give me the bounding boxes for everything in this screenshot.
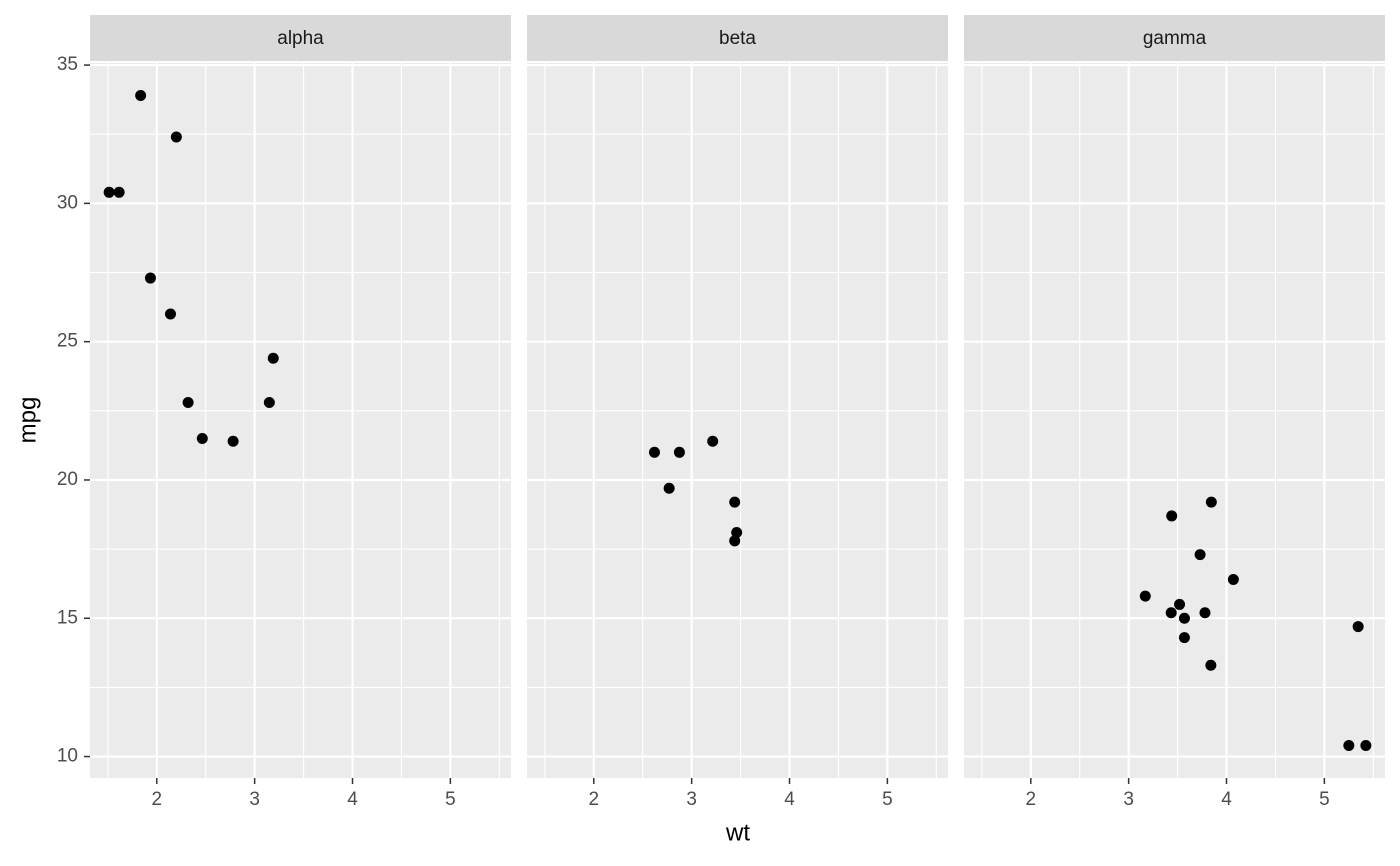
strip [964,15,1385,61]
point [164,308,176,320]
point [263,397,275,409]
point [1343,740,1355,751]
y-axis-title: mpg [14,397,41,444]
y-tick-label: 30 [57,192,78,213]
x-tick-label: 3 [249,789,260,810]
y-tick-label: 25 [57,331,78,352]
x-tick-label: 5 [445,789,456,810]
y-tick-label: 10 [57,746,78,767]
strip [90,15,511,61]
point [1194,549,1206,561]
x-tick-label: 4 [347,789,358,810]
point [729,535,741,547]
point [196,432,208,444]
x-tick-label: 5 [882,789,893,810]
strip-label: alpha [277,28,324,49]
point [1360,740,1372,751]
x-tick-label: 4 [784,789,795,810]
point [1178,632,1190,644]
x-tick-label: 2 [1026,789,1037,810]
point [1199,607,1211,619]
point [673,446,685,458]
panel-background [527,63,948,778]
point [1174,598,1186,610]
point [170,131,182,143]
strip [527,15,948,61]
point [267,352,279,364]
point [1205,659,1217,671]
point [144,272,156,284]
point [731,527,743,539]
x-tick-label: 4 [1221,789,1232,810]
x-tick-label: 3 [686,789,697,810]
point [135,90,147,101]
point [1166,510,1178,522]
strip-label: gamma [1143,28,1207,49]
x-tick-label: 3 [1123,789,1134,810]
panel-background [90,63,511,778]
point [1165,607,1177,619]
point [113,186,125,198]
point [729,496,741,508]
point [1227,574,1239,586]
panel-background [964,63,1385,778]
point [103,186,115,198]
y-tick-label: 35 [57,54,78,75]
point [1352,621,1364,633]
point [707,435,719,447]
y-tick-label: 15 [57,607,78,628]
x-tick-label: 2 [589,789,600,810]
point [182,397,194,409]
point [663,482,675,494]
x-axis-title: wt [725,819,750,846]
point [1139,590,1151,602]
strip-label: beta [719,28,756,49]
x-tick-label: 2 [152,789,163,810]
point [1205,496,1217,508]
point [1178,612,1190,624]
point [227,435,239,447]
y-tick-label: 20 [57,469,78,490]
x-tick-label: 5 [1319,789,1330,810]
point [648,446,660,458]
